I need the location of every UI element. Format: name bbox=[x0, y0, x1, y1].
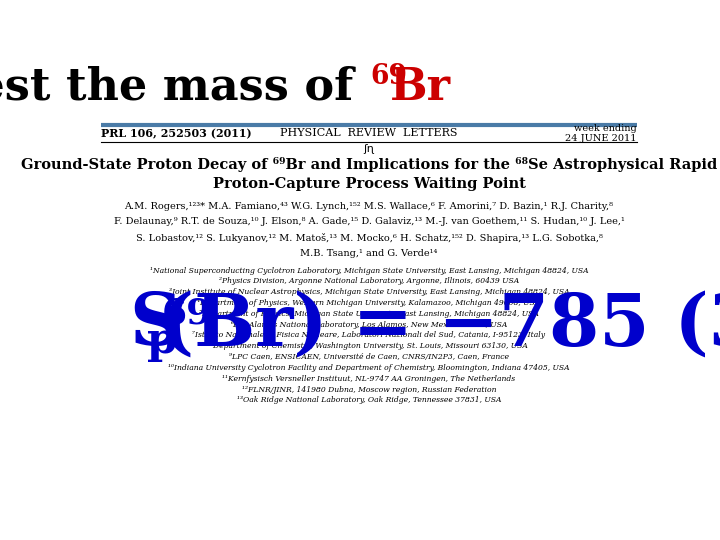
Text: 24 JUNE 2011: 24 JUNE 2011 bbox=[565, 134, 637, 143]
Text: ⁴Department of Physics, Western Michigan University, Kalamazoo, Michigan 49008, : ⁴Department of Physics, Western Michigan… bbox=[197, 299, 541, 307]
Text: ⁶Los Alamos National Laboratory, Los Alamos, New Mexico 87545, USA: ⁶Los Alamos National Laboratory, Los Ala… bbox=[230, 321, 508, 329]
Text: ³Joint Institute of Nuclear Astrophysics, Michigan State University, East Lansin: ³Joint Institute of Nuclear Astrophysics… bbox=[168, 288, 570, 296]
Text: 69: 69 bbox=[370, 63, 407, 90]
Text: Proton-Capture Process Waiting Point: Proton-Capture Process Waiting Point bbox=[212, 177, 526, 191]
Text: ⁵Department of Physics, Michigan State University, East Lansing, Michigan 48824,: ⁵Department of Physics, Michigan State U… bbox=[199, 310, 539, 318]
Text: Br: Br bbox=[390, 66, 451, 109]
Text: ¹⁰Indiana University Cyclotron Facility and Department of Chemistry, Bloomington: ¹⁰Indiana University Cyclotron Facility … bbox=[168, 364, 570, 372]
Text: ⁷Istituto Nazionale di Fisica Nucleare, Laboratori Nazionali del Sud, Catania, I: ⁷Istituto Nazionale di Fisica Nucleare, … bbox=[192, 332, 546, 340]
Text: ⁸Department of Chemistry, Washington University, St. Louis, Missouri 63130, USA: ⁸Department of Chemistry, Washington Uni… bbox=[210, 342, 528, 350]
Text: ¹National Superconducting Cyclotron Laboratory, Michigan State University, East : ¹National Superconducting Cyclotron Labo… bbox=[150, 267, 588, 275]
Text: A.M. Rogers,¹²³* M.A. Famiano,⁴³ W.G. Lynch,¹⁵² M.S. Wallace,⁶ F. Amorini,⁷ D. B: A.M. Rogers,¹²³* M.A. Famiano,⁴³ W.G. Ly… bbox=[125, 201, 613, 211]
Text: PHYSICAL  REVIEW  LETTERS: PHYSICAL REVIEW LETTERS bbox=[280, 129, 458, 138]
Text: ¹³Oak Ridge National Laboratory, Oak Ridge, Tennessee 37831, USA: ¹³Oak Ridge National Laboratory, Oak Rid… bbox=[237, 396, 501, 404]
Text: ⁹LPC Caen, ENSICAEN, Université de Caen, CNRS/IN2P3, Caen, France: ⁹LPC Caen, ENSICAEN, Université de Caen,… bbox=[229, 353, 509, 361]
Text: p: p bbox=[148, 320, 178, 362]
Text: 69: 69 bbox=[161, 296, 212, 330]
Text: Ground-State Proton Decay of ⁶⁹Br and Implications for the ⁶⁸Se Astrophysical Ra: Ground-State Proton Decay of ⁶⁹Br and Im… bbox=[21, 157, 717, 172]
Text: PRL 106, 252503 (2011): PRL 106, 252503 (2011) bbox=[101, 128, 252, 139]
Text: week ending: week ending bbox=[574, 124, 637, 132]
Text: ʃɳ: ʃɳ bbox=[364, 144, 374, 154]
Text: ¹¹Kernfysisch Versneller Instituut, NL-9747 AA Groningen, The Netherlands: ¹¹Kernfysisch Versneller Instituut, NL-9… bbox=[222, 375, 516, 383]
Text: ²Physics Division, Argonne National Laboratory, Argonne, Illinois, 60439 USA: ²Physics Division, Argonne National Labo… bbox=[219, 278, 519, 286]
Text: F. Delaunay,⁹ R.T. de Souza,¹⁰ J. Elson,⁸ A. Gade,¹⁵ D. Galaviz,¹³ M.-J. van Goe: F. Delaunay,⁹ R.T. de Souza,¹⁰ J. Elson,… bbox=[114, 218, 624, 226]
Text: S: S bbox=[129, 289, 181, 360]
Text: (Br) = −785 (35) keV: (Br) = −785 (35) keV bbox=[160, 289, 720, 360]
Text: Nuclear Physics：  test the mass of: Nuclear Physics： test the mass of bbox=[0, 66, 369, 110]
Text: S. Lobastov,¹² S. Lukyanov,¹² M. Matoš,¹³ M. Mocko,⁶ H. Schatz,¹⁵² D. Shapira,¹³: S. Lobastov,¹² S. Lukyanov,¹² M. Matoš,¹… bbox=[135, 233, 603, 243]
Text: M.B. Tsang,¹ and G. Verde¹⁴: M.B. Tsang,¹ and G. Verde¹⁴ bbox=[300, 249, 438, 258]
Text: ¹²FLNR/JINR, 141980 Dubna, Moscow region, Russian Federation: ¹²FLNR/JINR, 141980 Dubna, Moscow region… bbox=[242, 386, 496, 394]
